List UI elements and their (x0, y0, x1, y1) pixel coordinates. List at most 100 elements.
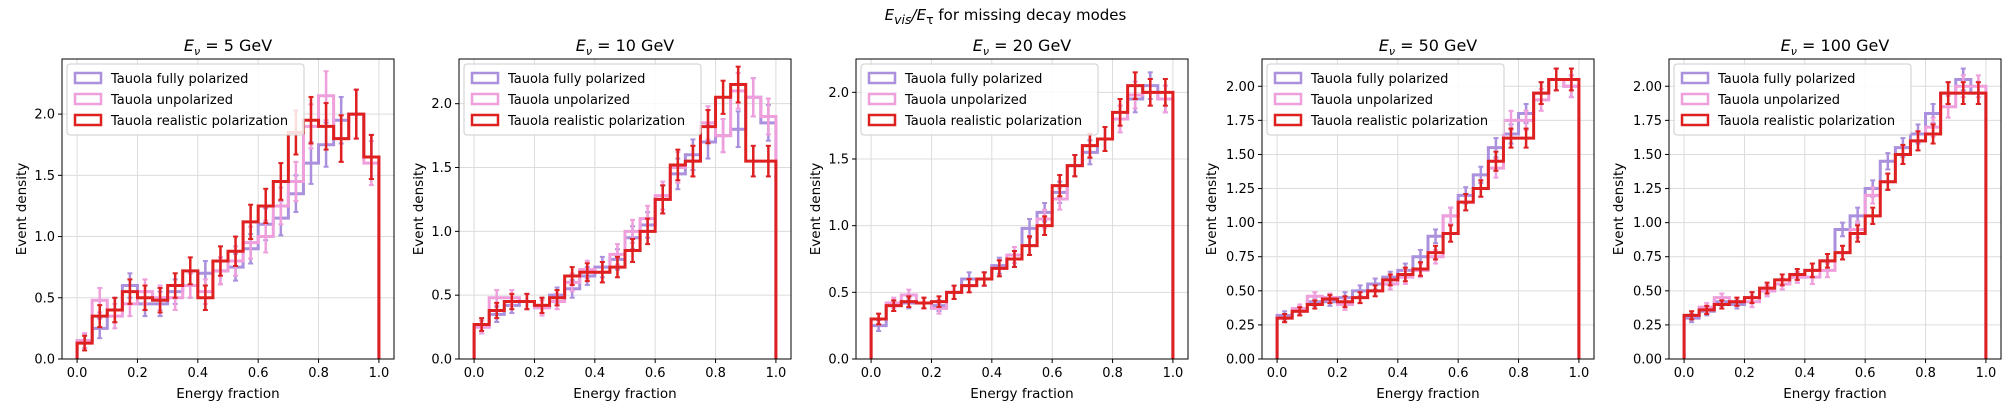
error-bar (1553, 67, 1559, 92)
legend-label-real: Tauola realistic polarization (1310, 114, 1488, 129)
y-tick-label: 0.25 (1633, 318, 1662, 333)
error-bar (705, 109, 711, 145)
series-real (1682, 81, 1988, 359)
error-bar (1342, 295, 1348, 309)
error-bar (308, 95, 314, 145)
legend: Tauola fully polarized Tauola unpolarized… (463, 63, 702, 136)
error-bar (1840, 221, 1846, 238)
y-tick-label: 2.0 (431, 97, 452, 112)
error-bar (876, 312, 882, 326)
y-tick-label: 1.5 (34, 169, 55, 184)
x-tick-label: 0.8 (308, 366, 329, 381)
error-bar (217, 245, 223, 277)
error-bar (1809, 262, 1815, 279)
error-bar (1779, 273, 1785, 287)
subplot-title: Eν = 5 GeV (184, 36, 272, 58)
error-bar (1102, 126, 1108, 152)
y-tick-label: 0.0 (34, 353, 55, 368)
error-bar (1885, 172, 1891, 191)
x-axis-label: Energy fraction (970, 386, 1073, 402)
error-bar (1719, 299, 1725, 310)
y-tick-label: 1.0 (828, 219, 849, 234)
x-tick-label: 0.8 (1102, 366, 1123, 381)
error-bar (891, 299, 897, 312)
legend-box (66, 63, 305, 136)
x-tick-label: 0.6 (248, 366, 269, 381)
x-tick-label: 0.8 (1915, 366, 1936, 381)
error-bar (1387, 273, 1393, 287)
x-tick-label: 1.0 (1976, 366, 1997, 381)
legend-label-real: Tauola realistic polarization (110, 114, 288, 129)
subplot-2: 0.0 0.2 0.4 0.6 0.8 1.0 0.0 0.5 1.0 1.5 2.0 Energy … (411, 36, 792, 402)
legend-swatch-real (1680, 113, 1710, 127)
y-tick-label: 0.5 (431, 289, 452, 304)
error-bar (1147, 78, 1153, 107)
y-tick-label: 0.50 (1226, 284, 1255, 299)
y-tick-label: 1.75 (1633, 114, 1662, 129)
error-bar (951, 284, 957, 300)
error-bar (1930, 123, 1936, 145)
y-tick-label: 1.75 (1226, 114, 1255, 129)
legend-swatch-real (470, 113, 500, 127)
legend-swatch-fully (1273, 71, 1303, 85)
x-tick-label: 0.4 (187, 366, 208, 381)
x-tick-label: 0.0 (464, 366, 485, 381)
error-bar (1027, 235, 1033, 256)
legend: Tauola fully polarized Tauola unpolarized… (860, 63, 1099, 136)
x-tick-label: 1.0 (1163, 366, 1184, 381)
error-bar (1794, 268, 1800, 281)
legend-label-fully: Tauola fully polarized (1310, 72, 1448, 87)
y-tick-label: 0.75 (1226, 250, 1255, 265)
x-tick-label: 0.8 (1508, 366, 1529, 381)
legend-swatch-real (73, 113, 103, 127)
histogram-step-real (869, 84, 1175, 359)
error-bar (554, 289, 560, 307)
error-bar (1855, 224, 1861, 243)
x-tick-label: 1.0 (766, 366, 787, 381)
error-bar (112, 296, 118, 324)
error-bar (921, 296, 927, 310)
error-bar (509, 292, 515, 311)
y-tick-label: 0.0 (828, 353, 849, 368)
error-bar (1870, 186, 1876, 205)
histogram-step-real (75, 112, 381, 359)
x-tick-label: 0.8 (705, 366, 726, 381)
legend-swatch-real (1273, 113, 1303, 127)
series-real (472, 65, 778, 359)
subplot-1: 0.0 0.2 0.4 0.6 0.8 1.0 0.0 0.5 1.0 1.5 2.0 Energy … (14, 36, 395, 402)
legend-swatch-unpol (867, 92, 897, 106)
error-bar (1824, 253, 1830, 269)
x-axis-label: Energy fraction (1376, 386, 1479, 402)
error-bar (584, 262, 590, 283)
error-bar (1689, 310, 1695, 321)
error-bar (1704, 304, 1710, 315)
error-bar (1072, 154, 1078, 178)
legend-swatch-unpol (470, 92, 500, 106)
y-axis-label: Event density (14, 163, 30, 255)
y-axis-label: Event density (1611, 163, 1627, 255)
histogram-step-real (472, 83, 778, 359)
x-tick-label: 0.2 (921, 366, 942, 381)
error-bar (765, 97, 771, 136)
error-bar (1960, 81, 1966, 105)
legend-label-fully: Tauola fully polarized (507, 72, 645, 87)
error-bar (1749, 291, 1755, 305)
error-bar (1132, 71, 1138, 100)
error-bar (660, 184, 666, 215)
error-bar (996, 259, 1002, 278)
axes-frame (1668, 58, 2002, 360)
y-tick-label: 2.00 (1226, 80, 1255, 95)
x-tick-label: 0.2 (1734, 366, 1755, 381)
y-axis-label: Event density (1204, 163, 1220, 255)
x-tick-label: 0.2 (1327, 366, 1348, 381)
legend-label-unpol: Tauola unpolarized (1310, 93, 1433, 108)
error-bar (966, 278, 972, 294)
error-bar (353, 88, 359, 140)
error-bar (614, 255, 620, 279)
error-bar (494, 301, 500, 320)
error-bar (1282, 313, 1288, 324)
error-bar (981, 271, 987, 287)
error-bar (539, 296, 545, 315)
legend-box (463, 63, 702, 136)
